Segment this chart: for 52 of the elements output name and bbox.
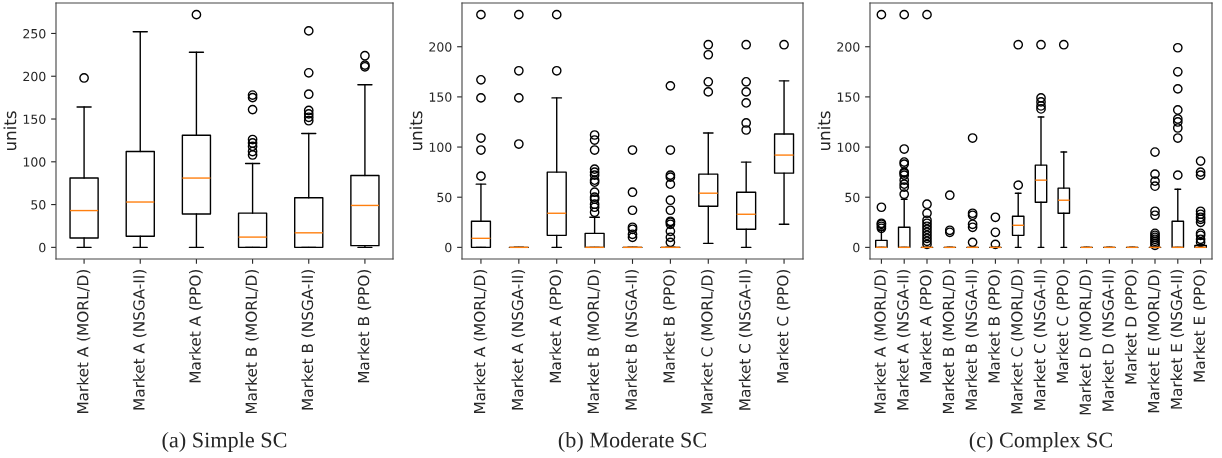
- x-tick-label: Market A (MORL/D): [76, 270, 91, 414]
- x-tick-label: Market B (MORL/D): [587, 270, 601, 414]
- x-tick-label: Market C (PPO): [1056, 270, 1071, 383]
- text: (c) Complex SC: [969, 431, 1112, 453]
- x-tick-label: Market B (NSGA-II): [301, 270, 315, 410]
- y-tick-label: 150: [429, 92, 452, 102]
- y-tick-label: 100: [837, 142, 860, 152]
- x-tick-label: Market B (PPO): [988, 270, 1002, 383]
- y-tick-label: 200: [429, 42, 452, 52]
- y-tick-label: 50: [437, 192, 452, 203]
- y-tick-label: 250: [23, 28, 46, 39]
- x-tick-label: Market A (NSGA-II): [132, 270, 147, 410]
- x-tick-label: Market A (PPO): [189, 270, 203, 383]
- x-tick-label: Market C (NSGA-II): [1033, 270, 1048, 410]
- x-tick-label: Market B (NSGA-II): [965, 270, 979, 410]
- x-tick-label: Market A (PPO): [549, 270, 563, 383]
- x-tick-label: Market B (MORL/D): [942, 270, 957, 414]
- x-tick-label: Market D (NSGA-II): [1102, 270, 1116, 411]
- y-tick-label: 50: [845, 192, 860, 203]
- x-tick-label: Market E (PPO): [1193, 270, 1207, 382]
- y-tick-label: 150: [837, 92, 860, 102]
- x-tick-label: Market E (NSGA-II): [1170, 270, 1185, 409]
- y-tick-label: 100: [429, 142, 452, 152]
- y-axis-title: units: [409, 111, 423, 151]
- y-axis-title: units: [3, 111, 17, 151]
- x-tick-label: Market A (NSGA-II): [511, 270, 526, 410]
- x-tick-label: Market D (MORL/D): [1079, 270, 1093, 415]
- x-tick-label: Market A (PPO): [919, 270, 934, 383]
- x-tick-label: Market B (MORL/D): [245, 270, 259, 414]
- y-tick-label: 100: [23, 157, 46, 167]
- x-tick-label: Market E (MORL/D): [1147, 270, 1162, 413]
- y-tick-label: 200: [837, 42, 860, 52]
- y-tick-label: 150: [23, 114, 46, 124]
- text: (b) Moderate SC: [558, 431, 706, 453]
- y-axis-title: units: [817, 111, 831, 151]
- x-tick-label: Market C (MORL/D): [1010, 270, 1025, 414]
- x-tick-label: Market A (MORL/D): [473, 270, 488, 414]
- x-tick-label: Market B (PPO): [663, 270, 677, 383]
- x-tick-label: Market B (PPO): [357, 270, 372, 383]
- x-tick-label: Market A (MORL/D): [874, 270, 888, 414]
- x-tick-label: Market D (PPO): [1124, 270, 1139, 384]
- y-tick-label: 0: [853, 242, 860, 253]
- x-tick-label: Market C (NSGA-II): [738, 270, 753, 410]
- y-tick-label: 0: [39, 242, 46, 253]
- x-tick-label: Market A (NSGA-II): [896, 270, 911, 410]
- x-tick-label: Market C (MORL/D): [700, 270, 715, 414]
- x-tick-label: Market B (NSGA-II): [625, 270, 639, 410]
- y-tick-label: 0: [445, 242, 452, 253]
- x-tick-label: Market C (PPO): [776, 270, 791, 383]
- text: (a) Simple SC: [162, 431, 287, 453]
- y-tick-label: 200: [23, 71, 46, 82]
- y-tick-label: 50: [31, 200, 46, 210]
